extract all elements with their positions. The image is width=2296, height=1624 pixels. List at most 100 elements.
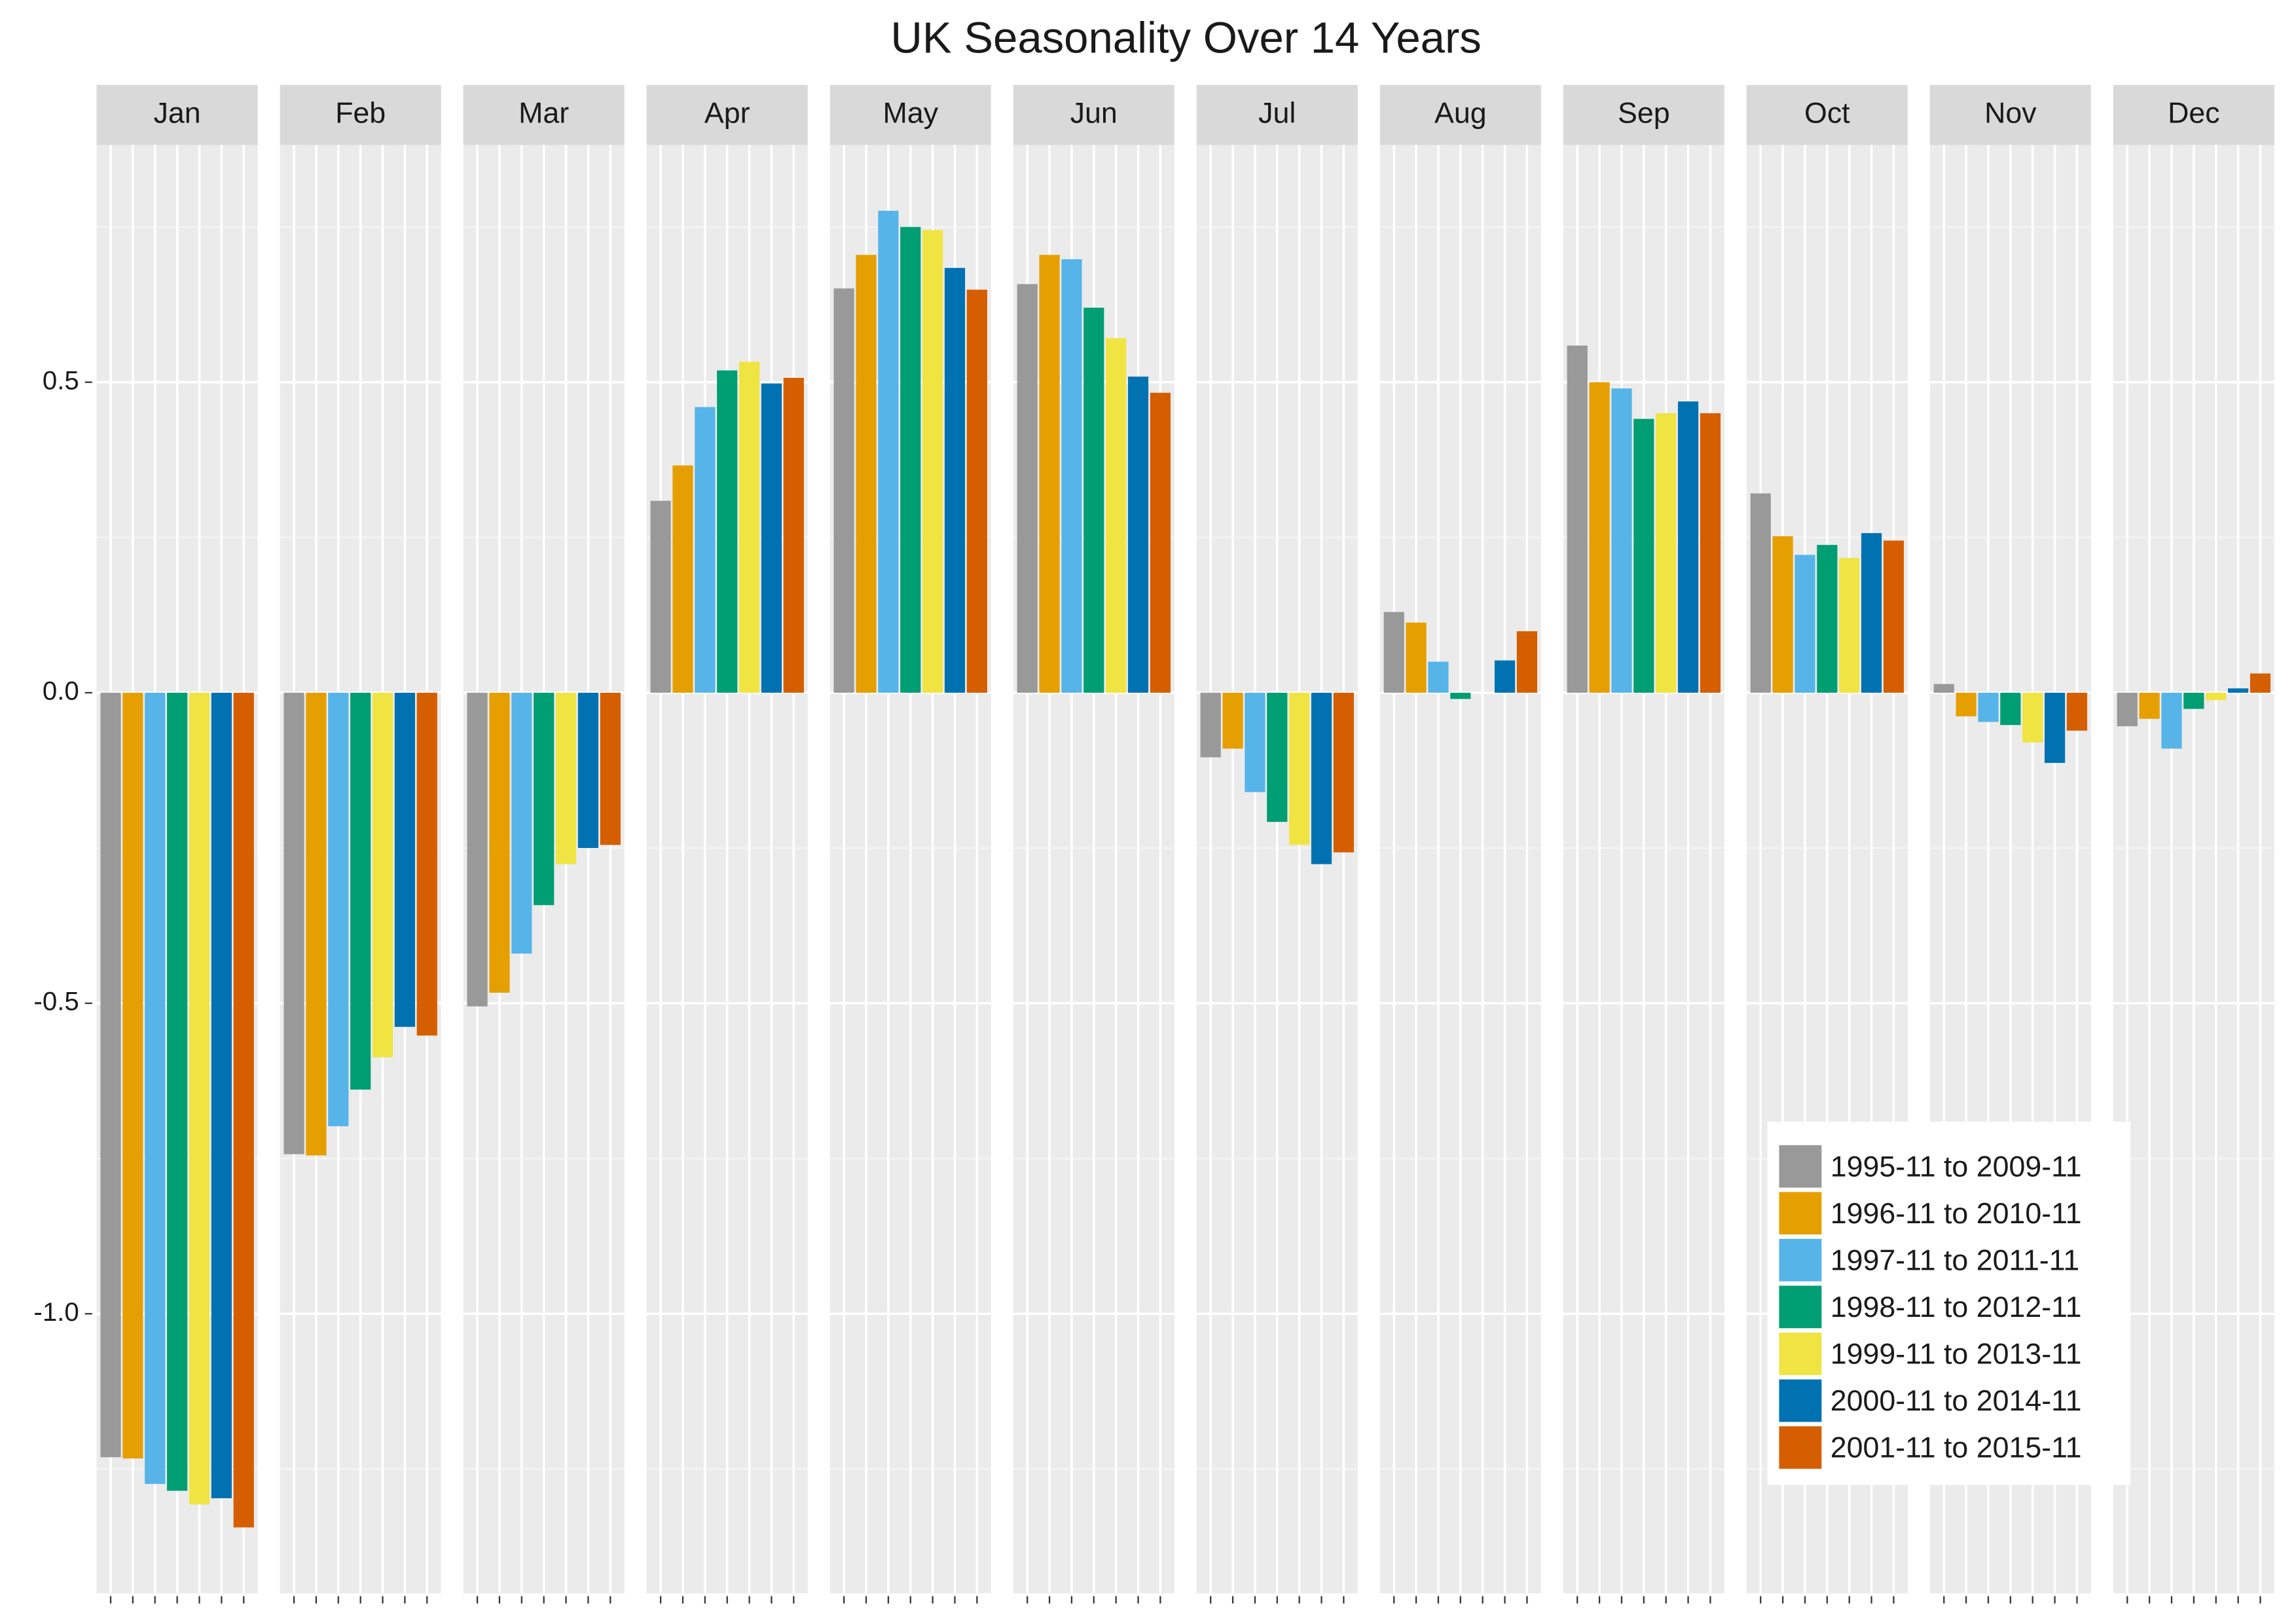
bar (2250, 673, 2271, 693)
bar (467, 692, 488, 1006)
bar (416, 692, 437, 1036)
bar (350, 692, 371, 1090)
bar (167, 692, 188, 1491)
bar (1883, 540, 1904, 693)
y-tick-label: 0.0 (43, 676, 79, 705)
legend-key (1779, 1145, 1822, 1188)
bar (1956, 692, 1977, 716)
bar (1245, 692, 1266, 792)
strip-background (1929, 84, 2091, 145)
bar (1106, 338, 1127, 693)
legend-label: 2001-11 to 2015-11 (1831, 1432, 2082, 1464)
legend-label: 1998-11 to 2012-11 (1831, 1291, 2082, 1323)
strip-label: Aug (1434, 97, 1487, 129)
strip-label: Sep (1618, 97, 1670, 129)
bar (1677, 401, 1699, 693)
strip-background (646, 84, 808, 145)
legend-key (1779, 1426, 1822, 1469)
bar (1428, 661, 1449, 693)
bar (1383, 612, 1404, 693)
bar (1017, 284, 1038, 693)
bar (211, 692, 232, 1498)
strip-label: Mar (519, 97, 569, 129)
bar (1333, 692, 1354, 853)
bar (761, 383, 782, 693)
strip-label: May (883, 97, 938, 129)
bar (1589, 382, 1610, 693)
bar (100, 692, 121, 1458)
bar (1289, 692, 1310, 845)
bar (489, 692, 510, 993)
strip-label: Feb (335, 97, 386, 129)
strip-label: Jun (1070, 97, 1118, 129)
bar (1633, 418, 1654, 693)
bar (1933, 684, 1954, 693)
bar (738, 361, 760, 693)
bar (1039, 255, 1060, 693)
bar (1200, 692, 1221, 758)
legend-label: 1995-11 to 2009-11 (1831, 1151, 2082, 1183)
y-tick-label: -1.0 (33, 1297, 79, 1327)
bar (1127, 377, 1149, 693)
bar (372, 692, 393, 1058)
bar (534, 692, 555, 906)
y-tick-label: -0.5 (33, 987, 79, 1016)
strip-label: Dec (2168, 97, 2220, 129)
bar (1406, 622, 1427, 693)
bar (922, 230, 943, 693)
strip-background (829, 84, 991, 145)
strip-background (1746, 84, 1908, 145)
bar (2183, 692, 2204, 709)
bar (1516, 631, 1537, 693)
bar (1567, 345, 1588, 693)
bar (2000, 692, 2021, 726)
strip-label: Apr (704, 97, 750, 129)
bar (650, 500, 671, 693)
strip-background (2113, 84, 2274, 145)
bar (2206, 692, 2227, 701)
bar (233, 692, 254, 1528)
bar (328, 692, 349, 1126)
bar (1061, 259, 1082, 693)
bar (2228, 688, 2249, 693)
strip-background (1379, 84, 1541, 145)
bar (944, 268, 966, 693)
legend-key (1779, 1285, 1822, 1329)
bar (1222, 692, 1243, 749)
bar (1150, 392, 1171, 693)
bar (1700, 413, 1721, 693)
bar (1450, 692, 1471, 699)
bar (878, 210, 899, 693)
strip-background (463, 84, 625, 145)
strip-background (1013, 84, 1175, 145)
bar (1750, 493, 1771, 693)
bar (717, 370, 738, 693)
bar (577, 692, 599, 848)
bar (394, 692, 415, 1027)
strip-label: Oct (1804, 97, 1850, 129)
bar (511, 692, 532, 954)
legend-key (1779, 1192, 1822, 1235)
bar (122, 692, 143, 1459)
bar (1267, 692, 1288, 822)
bar (2161, 692, 2182, 749)
legend-label: 2000-11 to 2014-11 (1831, 1385, 2082, 1417)
bar (856, 255, 877, 693)
bar (1656, 413, 1677, 693)
legend-label: 1997-11 to 2011-11 (1831, 1244, 2079, 1276)
bar (283, 692, 304, 1154)
bar (2066, 692, 2088, 731)
strip-label: Jan (154, 97, 201, 129)
legend-key (1779, 1379, 1822, 1422)
bar (966, 289, 987, 693)
chart-title: UK Seasonality Over 14 Years (890, 13, 1481, 62)
bar (1772, 536, 1793, 693)
legend-key (1779, 1238, 1822, 1282)
strip-background (280, 84, 441, 145)
strip-background (96, 84, 258, 145)
legend-label: 1999-11 to 2013-11 (1831, 1338, 2082, 1371)
bar (189, 692, 210, 1505)
bar (695, 407, 716, 693)
bar (783, 378, 804, 693)
